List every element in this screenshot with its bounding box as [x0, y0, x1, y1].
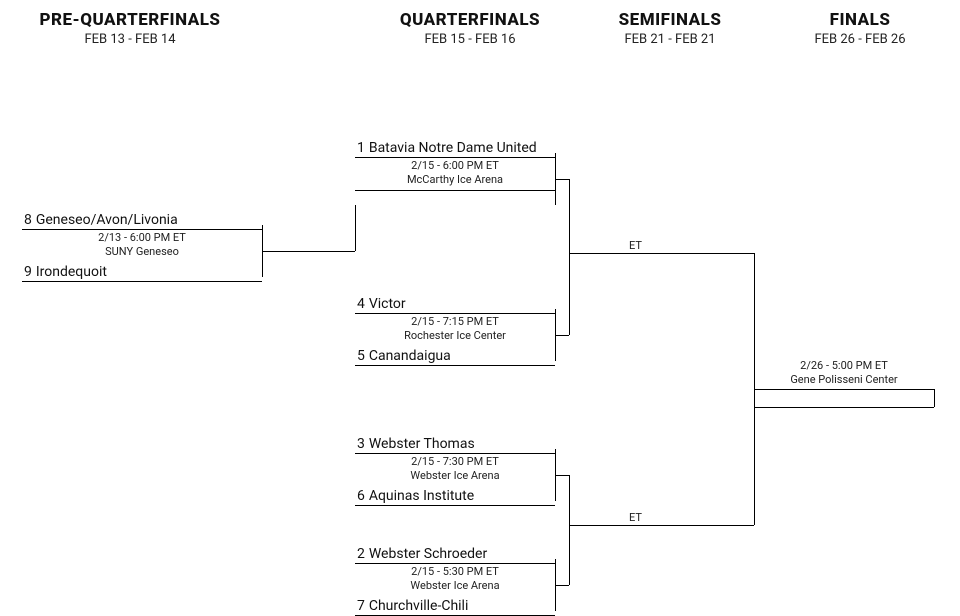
- match-team-bottom: 6 Aquinas Institute: [355, 483, 555, 506]
- connector: [355, 205, 356, 251]
- match-team-bottom: 7 Churchville-Chili: [355, 593, 555, 616]
- header-finals: FINALS FEB 26 - FEB 26: [770, 10, 950, 47]
- header-quarterfinals: QUARTERFINALS FEB 15 - FEB 16: [360, 10, 580, 47]
- connector: [555, 335, 569, 336]
- round-title: PRE-QUARTERFINALS: [0, 10, 260, 30]
- match-team-bottom: 5 Canandaigua: [355, 343, 555, 366]
- connector: [569, 475, 570, 585]
- connector: [262, 251, 355, 252]
- round-dates: FEB 15 - FEB 16: [360, 32, 580, 47]
- connector: [555, 585, 569, 586]
- connector: [569, 179, 570, 335]
- header-semifinals: SEMIFINALS FEB 21 - FEB 21: [580, 10, 760, 47]
- connector: [555, 475, 569, 476]
- match-team-bottom: 9 Irondequoit: [22, 259, 262, 282]
- round-dates: FEB 13 - FEB 14: [0, 32, 260, 47]
- semifinal-label: ET: [629, 239, 642, 252]
- round-dates: FEB 21 - FEB 21: [580, 32, 760, 47]
- round-title: QUARTERFINALS: [360, 10, 580, 30]
- connector: [569, 525, 754, 526]
- round-title: SEMIFINALS: [580, 10, 760, 30]
- round-title: FINALS: [770, 10, 950, 30]
- connector: [754, 407, 934, 408]
- round-headers: PRE-QUARTERFINALS FEB 13 - FEB 14 QUARTE…: [0, 0, 960, 47]
- match-team-bottom: [355, 187, 555, 191]
- connector: [555, 179, 569, 180]
- final-info: 2/26 - 5:00 PM ETGene Polisseni Center: [754, 353, 934, 393]
- header-prequarterfinals: PRE-QUARTERFINALS FEB 13 - FEB 14: [0, 10, 260, 47]
- semifinal-label: ET: [629, 511, 642, 524]
- connector: [569, 253, 754, 254]
- connector: [934, 389, 935, 407]
- round-dates: FEB 26 - FEB 26: [770, 32, 950, 47]
